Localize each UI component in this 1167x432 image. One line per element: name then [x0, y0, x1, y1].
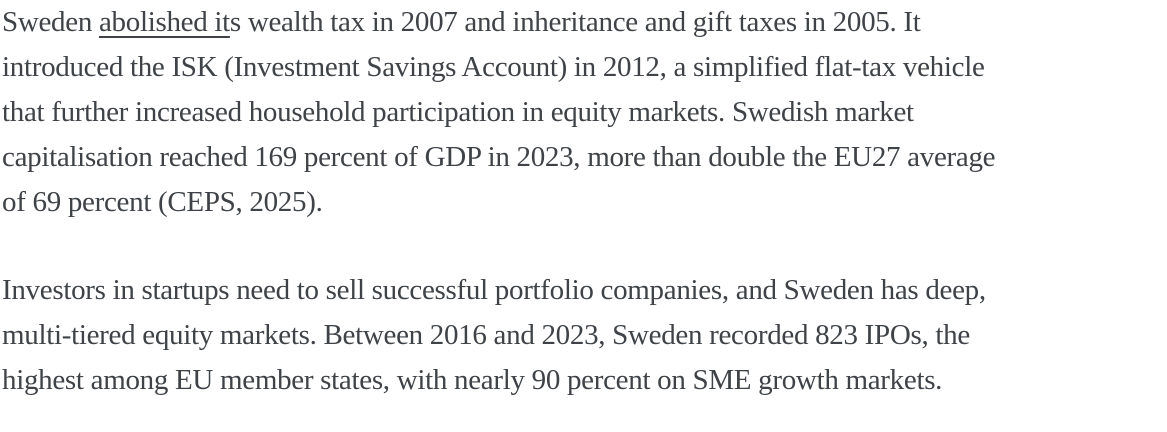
text-line: Sweden abolished its wealth tax in 2007 …: [2, 0, 1157, 45]
text-line: that further increased household partici…: [2, 90, 1157, 135]
text-segment: Sweden: [2, 6, 99, 38]
text-line: Investors in startups need to sell succe…: [2, 268, 1157, 313]
paragraph-2: Investors in startups need to sell succe…: [2, 268, 1157, 403]
text-segment: introduced the ISK (Investment Savings A…: [2, 51, 985, 83]
abolished-it-link[interactable]: abolished it: [98, 6, 230, 38]
text-line: highest among EU member states, with nea…: [2, 358, 1157, 403]
paragraph-1: Sweden abolished its wealth tax in 2007 …: [2, 0, 1157, 225]
text-segment: s wealth tax in 2007 and inheritance and…: [229, 6, 921, 38]
text-segment: Investors in startups need to sell succe…: [2, 274, 986, 306]
text-line: of 69 percent (CEPS, 2025).: [2, 180, 1157, 225]
article-body: Sweden abolished its wealth tax in 2007 …: [2, 0, 1157, 403]
text-segment: of 69 percent (CEPS, 2025).: [2, 186, 323, 218]
text-segment: multi-tiered equity markets. Between 201…: [2, 319, 970, 351]
text-segment: capitalisation reached 169 percent of GD…: [2, 141, 996, 173]
text-line: capitalisation reached 169 percent of GD…: [2, 135, 1157, 180]
text-line: introduced the ISK (Investment Savings A…: [2, 45, 1157, 90]
text-line: multi-tiered equity markets. Between 201…: [2, 313, 1157, 358]
text-segment: that further increased household partici…: [2, 96, 914, 128]
text-segment: highest among EU member states, with nea…: [2, 364, 943, 396]
